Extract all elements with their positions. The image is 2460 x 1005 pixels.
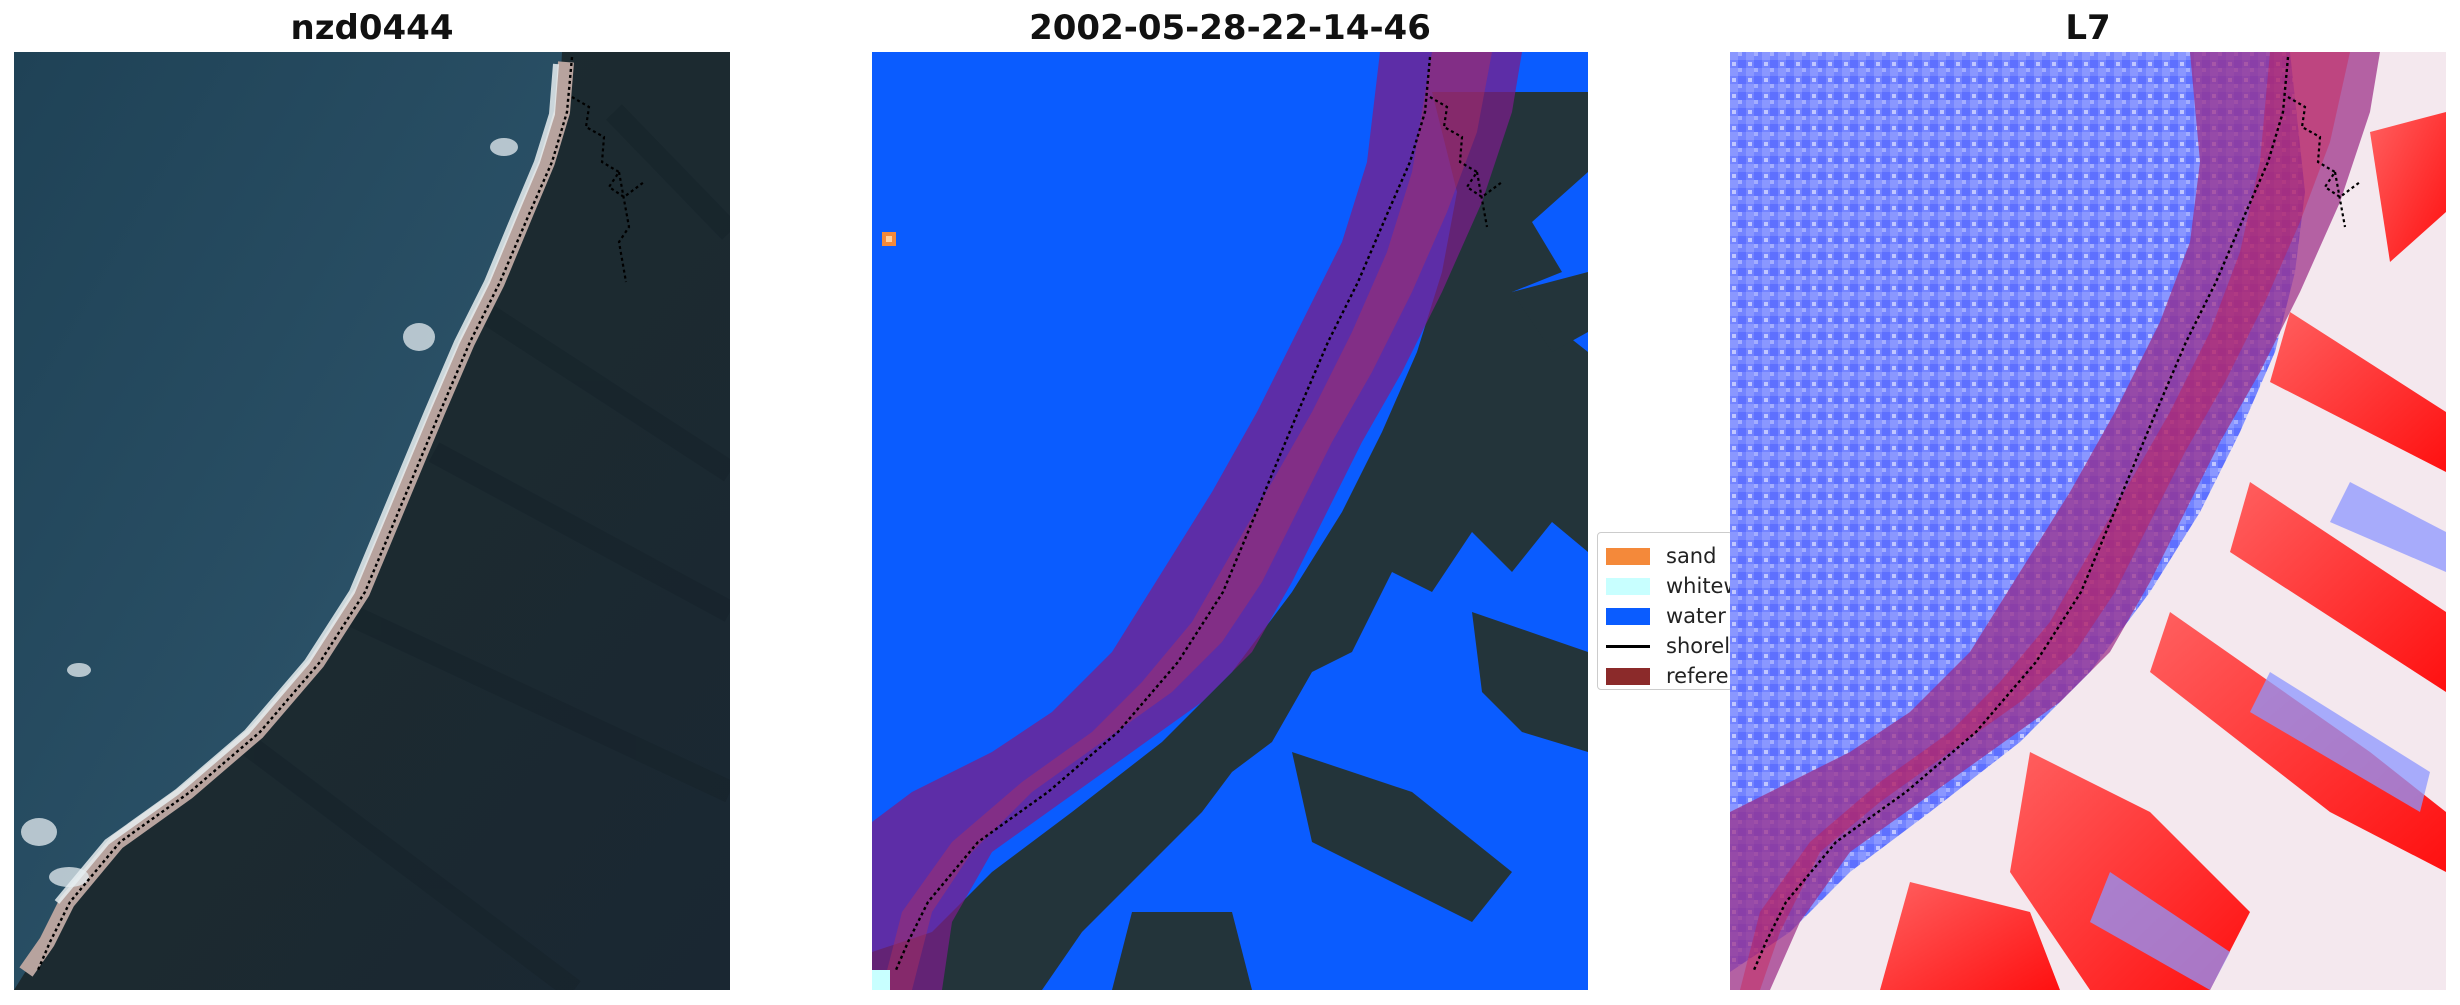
- reference-buffer: [872, 52, 1522, 990]
- shoreline-line: [36, 56, 574, 971]
- whitewater-speck: [872, 970, 890, 990]
- reference-buffer-inner: [882, 52, 1492, 990]
- beach-strip: [19, 61, 574, 977]
- buffer-swatch: [1606, 667, 1650, 685]
- sea-area: [14, 52, 562, 990]
- legend-label: sand: [1666, 544, 1717, 568]
- rgb-image-panel: [14, 52, 730, 990]
- legend-item-water: water: [1606, 602, 1726, 630]
- blue-streaks: [2090, 482, 2446, 990]
- legend-item-sand: sand: [1606, 542, 1716, 570]
- legend-label: shoreline: [1666, 634, 1732, 658]
- legend-label: reference shoreline buffer: [1666, 664, 1732, 688]
- river-line: [1429, 96, 1503, 228]
- land-ridges: [237, 104, 730, 990]
- classified-image: [872, 52, 1588, 990]
- index-image: [1730, 52, 2446, 990]
- index-image-panel: [1730, 52, 2446, 990]
- whitewater-swatch: [1606, 577, 1650, 595]
- panel-title-rgb: nzd0444: [290, 8, 454, 48]
- legend-item-shoreline: shoreline: [1606, 632, 1732, 660]
- river-line: [2287, 96, 2361, 228]
- water-swatch: [1606, 607, 1650, 625]
- panel-title-classified: 2002-05-28-22-14-46: [1029, 8, 1431, 48]
- shoreline-line: [894, 56, 1432, 971]
- legend-item-buffer: reference shoreline buffer: [1606, 662, 1732, 689]
- rgb-image: [14, 52, 730, 990]
- river-line: [571, 96, 645, 283]
- whitewater-strip: [54, 63, 559, 904]
- classified-image-panel: [872, 52, 1588, 990]
- shoreline-line: [1752, 56, 2290, 971]
- reference-buffer: [1730, 52, 2380, 990]
- reference-buffer-inner: [1740, 52, 2350, 990]
- land-class-areas: [872, 92, 1588, 990]
- legend-label: water: [1666, 604, 1726, 628]
- sand-swatch: [1606, 547, 1650, 565]
- surf-spots: [21, 138, 518, 887]
- shoreline-swatch: [1606, 638, 1650, 655]
- panel-title-index: L7: [2065, 8, 2111, 48]
